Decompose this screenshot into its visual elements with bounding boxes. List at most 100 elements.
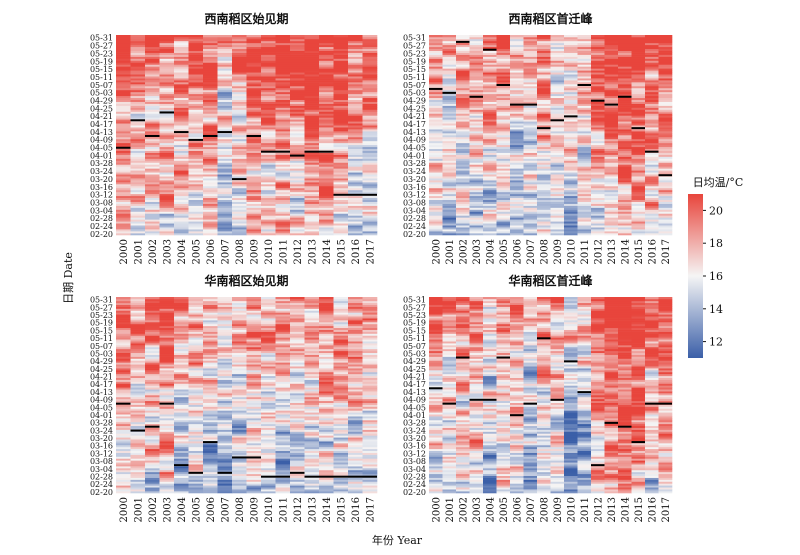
- heatmap-cell: [429, 36, 443, 40]
- heatmap-cell: [246, 433, 262, 436]
- heatmap-cell: [188, 370, 204, 373]
- heatmap-cell: [261, 489, 276, 492]
- heatmap-cell: [188, 135, 204, 138]
- heatmap-cell: [496, 185, 511, 189]
- heatmap-cell: [130, 435, 146, 438]
- heatmap-cell: [348, 68, 363, 71]
- heatmap-cell: [159, 66, 175, 69]
- heatmap-cell: [304, 40, 320, 44]
- heatmap-cell: [203, 427, 218, 430]
- heatmap-cell: [275, 396, 291, 400]
- heatmap-cell: [523, 154, 538, 157]
- heatmap-cell: [217, 144, 233, 148]
- heatmap-cell: [217, 468, 233, 471]
- heatmap-cell: [275, 129, 291, 132]
- heatmap-cell: [145, 85, 160, 89]
- heatmap-cell: [537, 140, 551, 144]
- heatmap-cell: [203, 377, 218, 380]
- heatmap-cell: [304, 135, 320, 138]
- heatmap-cell: [188, 416, 204, 419]
- heatmap-cell: [645, 205, 659, 208]
- heatmap-cell: [188, 469, 204, 473]
- heatmap-cell: [174, 393, 189, 396]
- heatmap-cell: [510, 38, 524, 42]
- heatmap-cell: [290, 103, 305, 106]
- heatmap-cell: [618, 160, 632, 163]
- heatmap-cell: [550, 168, 565, 171]
- heatmap-cell: [159, 84, 175, 87]
- heatmap-cell: [537, 187, 551, 191]
- heatmap-cell: [304, 217, 320, 220]
- heatmap-cell: [116, 101, 131, 104]
- heatmap-cell: [333, 201, 349, 204]
- heatmap-cell: [304, 152, 320, 155]
- heatmap-cell: [510, 135, 524, 138]
- heatmap-cell: [246, 78, 262, 81]
- heatmap-cell: [319, 168, 334, 171]
- heatmap-cell: [429, 164, 443, 167]
- heatmap-cell: [130, 162, 146, 165]
- heatmap-cell: [174, 377, 189, 380]
- heatmap-cell: [537, 213, 551, 216]
- heatmap-cell: [429, 103, 443, 106]
- heatmap-cell: [145, 469, 160, 473]
- heatmap-cell: [174, 174, 189, 177]
- heatmap-cell: [319, 217, 334, 220]
- heatmap-cell: [275, 109, 291, 112]
- heatmap-cell: [442, 54, 457, 57]
- heatmap-cell: [304, 201, 320, 204]
- heatmap-cell: [261, 221, 276, 224]
- heatmap-cell: [658, 225, 673, 228]
- heatmap-cell: [319, 70, 334, 73]
- x-tick-label: 2011: [580, 239, 591, 264]
- heatmap-cell: [550, 182, 565, 185]
- heatmap-cell: [442, 84, 457, 87]
- heatmap-cell: [174, 229, 189, 232]
- heatmap-cell: [304, 180, 320, 183]
- heatmap-cell: [483, 113, 497, 116]
- heatmap-cell: [304, 197, 320, 201]
- heatmap-cell: [591, 184, 605, 187]
- heatmap-cell: [631, 172, 646, 175]
- heatmap-cell: [510, 142, 524, 146]
- heatmap-cell: [159, 187, 175, 191]
- heatmap-cell: [246, 193, 262, 197]
- heatmap-cell: [217, 404, 233, 407]
- heatmap-cell: [174, 217, 189, 220]
- heatmap-cell: [188, 410, 204, 413]
- heatmap-cell: [496, 205, 511, 208]
- heatmap-cell: [429, 201, 443, 204]
- heatmap-cell: [275, 221, 291, 224]
- heatmap-cell: [658, 187, 673, 191]
- heatmap-cell: [564, 58, 578, 61]
- heatmap-cell: [483, 125, 497, 128]
- heatmap-cell: [442, 99, 457, 102]
- heatmap-cell: [523, 78, 538, 81]
- heatmap-cell: [645, 176, 659, 179]
- x-tick-label: 2003: [162, 239, 173, 264]
- heatmap-cell: [510, 150, 524, 153]
- heatmap-cell: [537, 178, 551, 181]
- heatmap-cell: [631, 62, 646, 65]
- heatmap-cell: [496, 168, 511, 171]
- heatmap-cell: [631, 227, 646, 230]
- heatmap-cell: [232, 333, 247, 336]
- heatmap-cell: [348, 184, 363, 187]
- heatmap-cell: [246, 352, 262, 355]
- heatmap-cell: [232, 160, 247, 163]
- y-tick-label: 02-28: [403, 214, 426, 223]
- heatmap-cell: [319, 184, 334, 187]
- heatmap-cell: [261, 185, 276, 189]
- heatmap-cell: [469, 154, 484, 157]
- heatmap-cell: [188, 217, 204, 220]
- heatmap-cell: [348, 225, 363, 228]
- heatmap-cell: [130, 138, 146, 142]
- heatmap-cell: [523, 58, 538, 61]
- heatmap-cell: [116, 60, 131, 63]
- heatmap-cell: [261, 146, 276, 150]
- heatmap-cell: [275, 156, 291, 159]
- heatmap-cell: [246, 74, 262, 77]
- heatmap-cell: [188, 82, 204, 85]
- heatmap-cell: [275, 93, 291, 97]
- heatmap-cell: [275, 101, 291, 104]
